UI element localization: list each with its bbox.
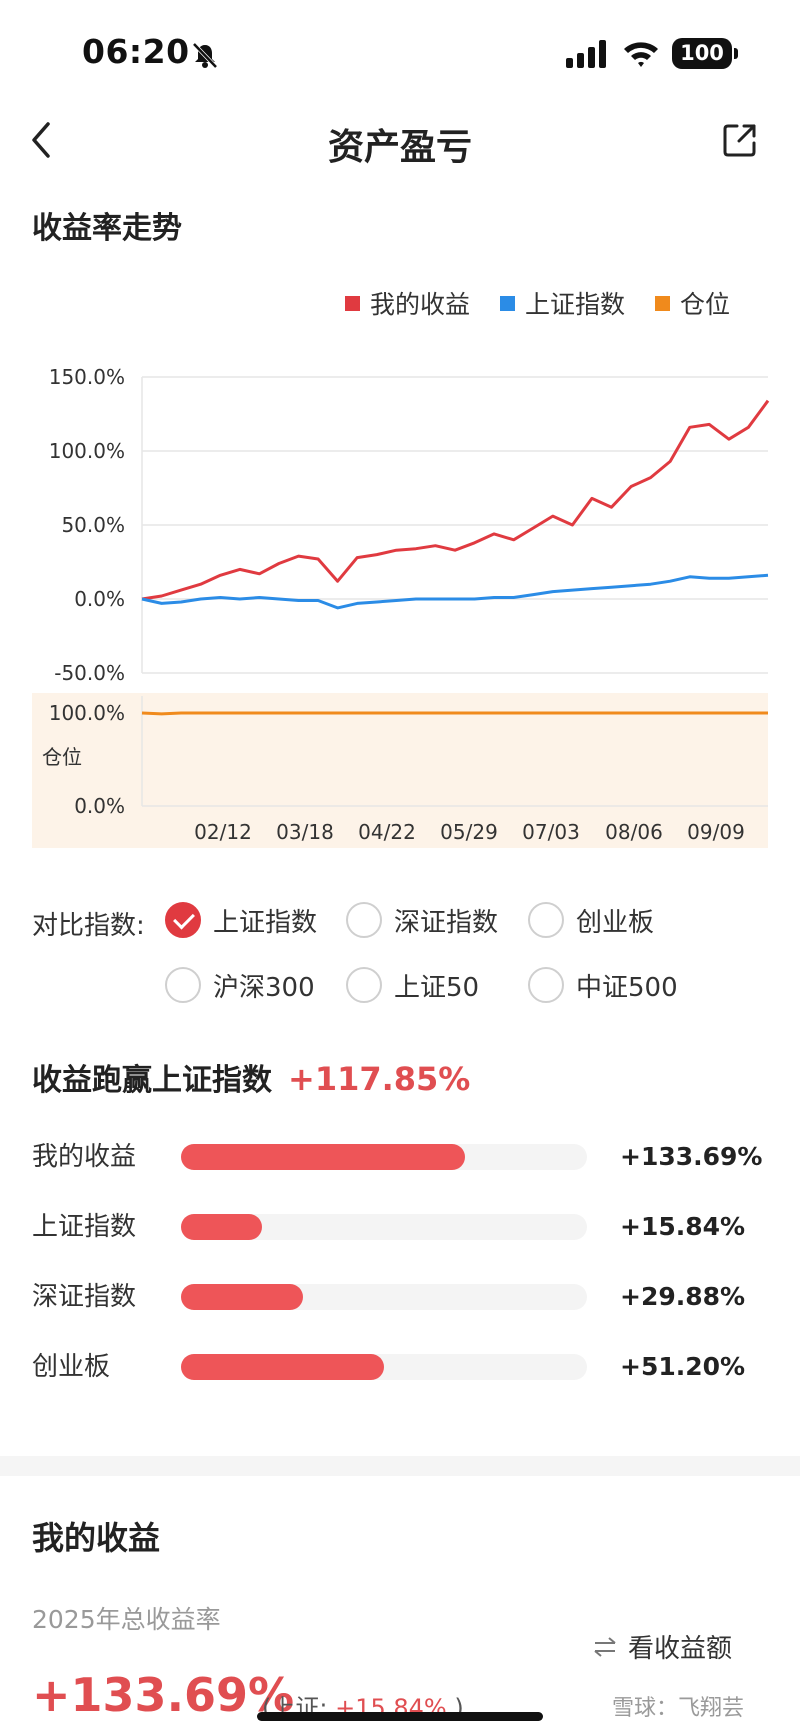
chart-legend: 我的收益 上证指数 仓位	[345, 285, 730, 321]
x-tick-label: 07/03	[522, 820, 580, 844]
chart-grid	[141, 376, 768, 807]
y-tick-label: 100.0%	[49, 439, 125, 463]
radio-unchecked-icon	[165, 967, 201, 1003]
radio-unchecked-icon	[346, 967, 382, 1003]
x-axis-labels: 02/12 03/18 04/22 05/29 07/03 08/06 09/09	[194, 820, 745, 844]
legend-label: 上证指数	[525, 290, 626, 319]
legend-item-my-returns[interactable]: 我的收益	[345, 285, 470, 321]
comparison-value: +51.20%	[620, 1352, 746, 1381]
legend-label: 仓位	[680, 290, 731, 319]
compare-option[interactable]: 上证指数	[165, 900, 317, 940]
position-tick-label: 100.0%	[49, 701, 125, 725]
legend-swatch	[500, 295, 516, 311]
legend-item-sse[interactable]: 上证指数	[500, 285, 625, 321]
returns-chart[interactable]: 150.0% 100.0% 50.0% 0.0% -50.0% 100.0% 0.0% 仓位…	[0, 340, 800, 860]
benchmark-suffix: )	[454, 1694, 464, 1722]
comparison-label: 上证指数	[32, 1212, 137, 1242]
compare-option[interactable]: 深证指数	[346, 900, 498, 940]
comparison-bar-track	[181, 1144, 587, 1170]
y-tick-label: 50.0%	[61, 513, 125, 537]
nav-bar: 资产盈亏	[0, 100, 800, 180]
legend-label: 我的收益	[370, 290, 471, 319]
compare-option[interactable]: 上证50	[346, 965, 479, 1005]
trend-title: 收益率走势	[32, 211, 182, 246]
status-time: 06:20	[82, 32, 190, 71]
wifi-icon	[624, 42, 658, 67]
comparison-label: 深证指数	[32, 1282, 137, 1312]
y-tick-label: 0.0%	[74, 587, 125, 611]
x-tick-label: 02/12	[194, 820, 252, 844]
view-amount-toggle[interactable]: 看收益额	[592, 1628, 732, 1665]
position-axis-labels: 100.0% 0.0% 仓位	[42, 701, 125, 818]
comparison-bar-fill	[181, 1144, 466, 1170]
series-line-1	[141, 399, 770, 601]
comparison-value: +15.84%	[620, 1212, 746, 1241]
comparison-bar-track	[181, 1354, 587, 1380]
comparison-label: 创业板	[32, 1352, 111, 1382]
radio-checked-icon	[165, 902, 201, 938]
legend-swatch	[655, 295, 671, 311]
radio-unchecked-icon	[528, 902, 564, 938]
status-bar: 06:20 100	[0, 0, 800, 100]
x-tick-label: 08/06	[605, 820, 663, 844]
compare-option[interactable]: 创业板	[528, 900, 654, 940]
view-amount-label: 看收益额	[628, 1634, 733, 1664]
position-area-background	[32, 693, 768, 848]
outperform-header: 收益跑赢上证指数 +117.85%	[32, 1055, 470, 1099]
position-axis-title: 仓位	[42, 745, 82, 769]
benchmark-note: (上证: +15.84% )	[262, 1688, 464, 1723]
outperform-title: 收益跑赢上证指数	[32, 1063, 272, 1098]
page-title: 资产盈亏	[327, 127, 472, 168]
compare-option-label: 创业板	[576, 907, 655, 938]
series-line-3	[141, 711, 768, 716]
chart-series	[141, 399, 770, 716]
compare-option[interactable]: 中证500	[528, 965, 678, 1005]
comparison-bar-fill	[181, 1214, 263, 1240]
x-tick-label: 05/29	[440, 820, 498, 844]
compare-option-label: 上证指数	[213, 907, 318, 938]
x-tick-label: 03/18	[276, 820, 334, 844]
x-tick-label: 09/09	[687, 820, 745, 844]
comparison-row: 深证指数 +29.88%	[0, 1277, 800, 1317]
comparison-value: +133.69%	[620, 1142, 763, 1171]
series-line-2	[141, 573, 769, 610]
signal-icon	[566, 40, 606, 68]
legend-swatch	[345, 295, 360, 311]
comparison-row: 上证指数 +15.84%	[0, 1207, 800, 1247]
watermark-text: 雪球：飞翔芸	[612, 1696, 745, 1721]
compare-option-label: 上证50	[394, 972, 480, 1003]
x-tick-label: 04/22	[358, 820, 416, 844]
y-tick-label: 150.0%	[49, 365, 125, 389]
bell-muted-icon	[192, 42, 218, 69]
compare-option-label: 深证指数	[394, 907, 499, 938]
battery-indicator: 100	[672, 38, 738, 69]
radio-unchecked-icon	[528, 967, 564, 1003]
compare-option[interactable]: 沪深300	[165, 965, 315, 1005]
y-axis-labels: 150.0% 100.0% 50.0% 0.0% -50.0%	[49, 365, 125, 685]
legend-item-position[interactable]: 仓位	[655, 285, 730, 321]
comparison-label: 我的收益	[32, 1142, 137, 1172]
radio-unchecked-icon	[346, 902, 382, 938]
total-return-value: +133.69%	[32, 1668, 295, 1722]
compare-label: 对比指数:	[32, 911, 145, 941]
y-tick-label: -50.0%	[54, 661, 125, 685]
comparison-bar-track	[181, 1214, 587, 1240]
comparison-row: 我的收益 +133.69%	[0, 1137, 800, 1177]
share-icon[interactable]	[720, 120, 760, 160]
comparison-row: 创业板 +51.20%	[0, 1347, 800, 1387]
comparison-value: +29.88%	[620, 1282, 746, 1311]
outperform-value: +117.85%	[288, 1060, 471, 1098]
comparison-bar-track	[181, 1284, 587, 1310]
compare-option-label: 中证500	[576, 972, 678, 1003]
back-arrow-icon[interactable]	[22, 118, 62, 162]
home-indicator[interactable]	[257, 1712, 543, 1721]
comparison-bar-fill	[181, 1354, 384, 1380]
swap-icon	[594, 1636, 616, 1657]
my-returns-title: 我的收益	[32, 1519, 161, 1557]
year-return-label: 2025年总收益率	[32, 1605, 221, 1634]
comparison-bar-fill	[181, 1284, 303, 1310]
compare-option-label: 沪深300	[213, 972, 315, 1003]
position-tick-label: 0.0%	[74, 794, 125, 818]
section-divider	[0, 1456, 800, 1476]
